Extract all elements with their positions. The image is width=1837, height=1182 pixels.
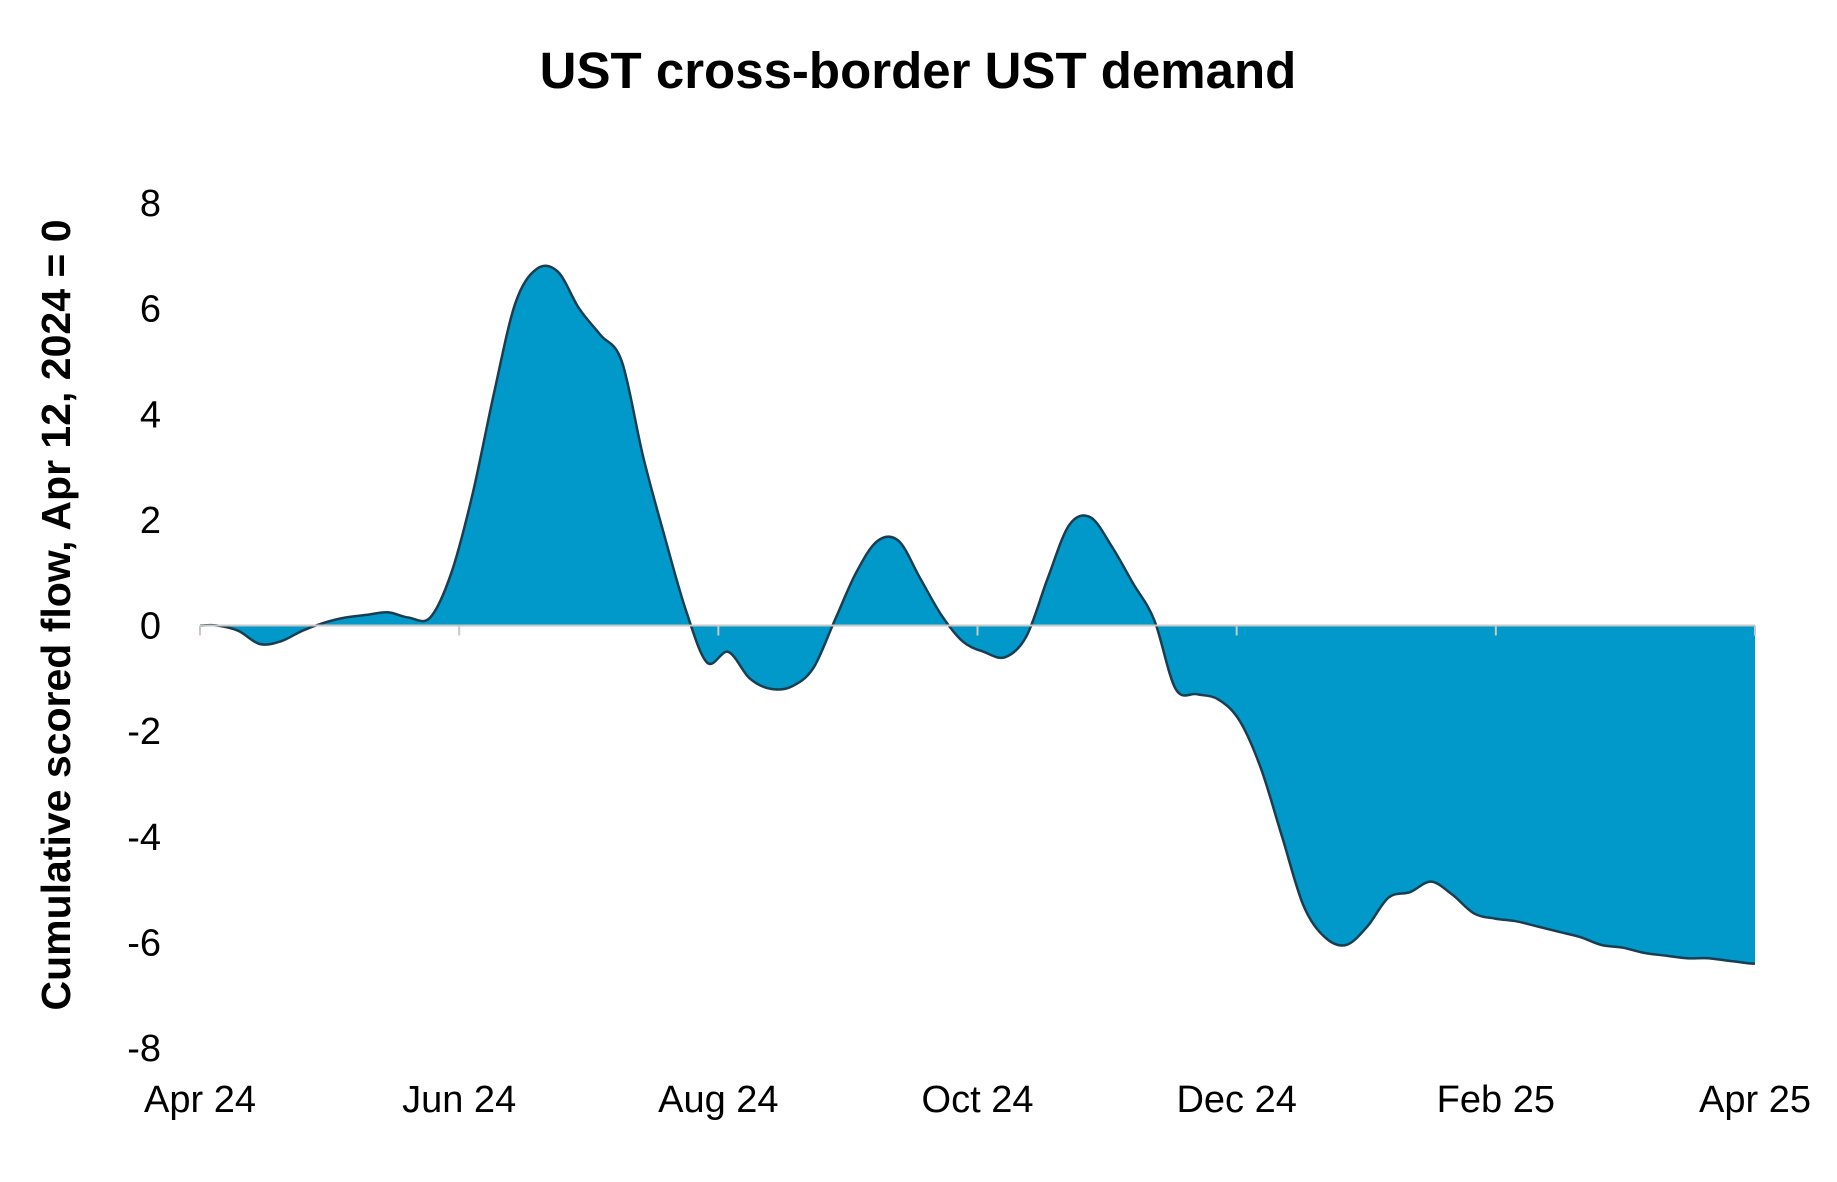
series-line: [199, 264, 1756, 965]
x-axis-tick-labels: Apr 24 Jun 24 Aug 24 Oct 24 Dec 24 Feb 25 Apr …: [144, 625, 1811, 1121]
x-tick-label: Apr 24: [144, 1079, 256, 1121]
y-tick-label: -6: [127, 922, 161, 964]
x-tick-label: Apr 25: [1699, 1079, 1811, 1121]
x-tick-label: Oct 24: [922, 1079, 1034, 1121]
x-tick-label: Jun 24: [402, 1079, 516, 1121]
x-tick-label: Dec 24: [1176, 1079, 1296, 1121]
y-tick-label: 6: [140, 289, 161, 331]
y-axis-title: Cumulative scored flow, Apr 12, 2024 = 0: [33, 219, 79, 1010]
y-tick-label: -2: [127, 711, 161, 753]
y-tick-label: 8: [140, 183, 161, 225]
chart-title: UST cross-border UST demand: [540, 42, 1297, 99]
y-tick-label: -8: [127, 1028, 161, 1070]
y-tick-label: 2: [140, 500, 161, 542]
x-tick-label: Aug 24: [658, 1079, 778, 1121]
x-tick-label: Feb 25: [1437, 1079, 1555, 1121]
series-area-fill: [200, 265, 1755, 964]
y-tick-label: 4: [140, 394, 161, 436]
y-axis-tick-labels: 8 6 4 2 0 -2 -4 -6 -8: [127, 183, 161, 1070]
y-tick-label: -4: [127, 817, 161, 859]
y-tick-label: 0: [140, 606, 161, 648]
plot-area: [199, 264, 1756, 965]
